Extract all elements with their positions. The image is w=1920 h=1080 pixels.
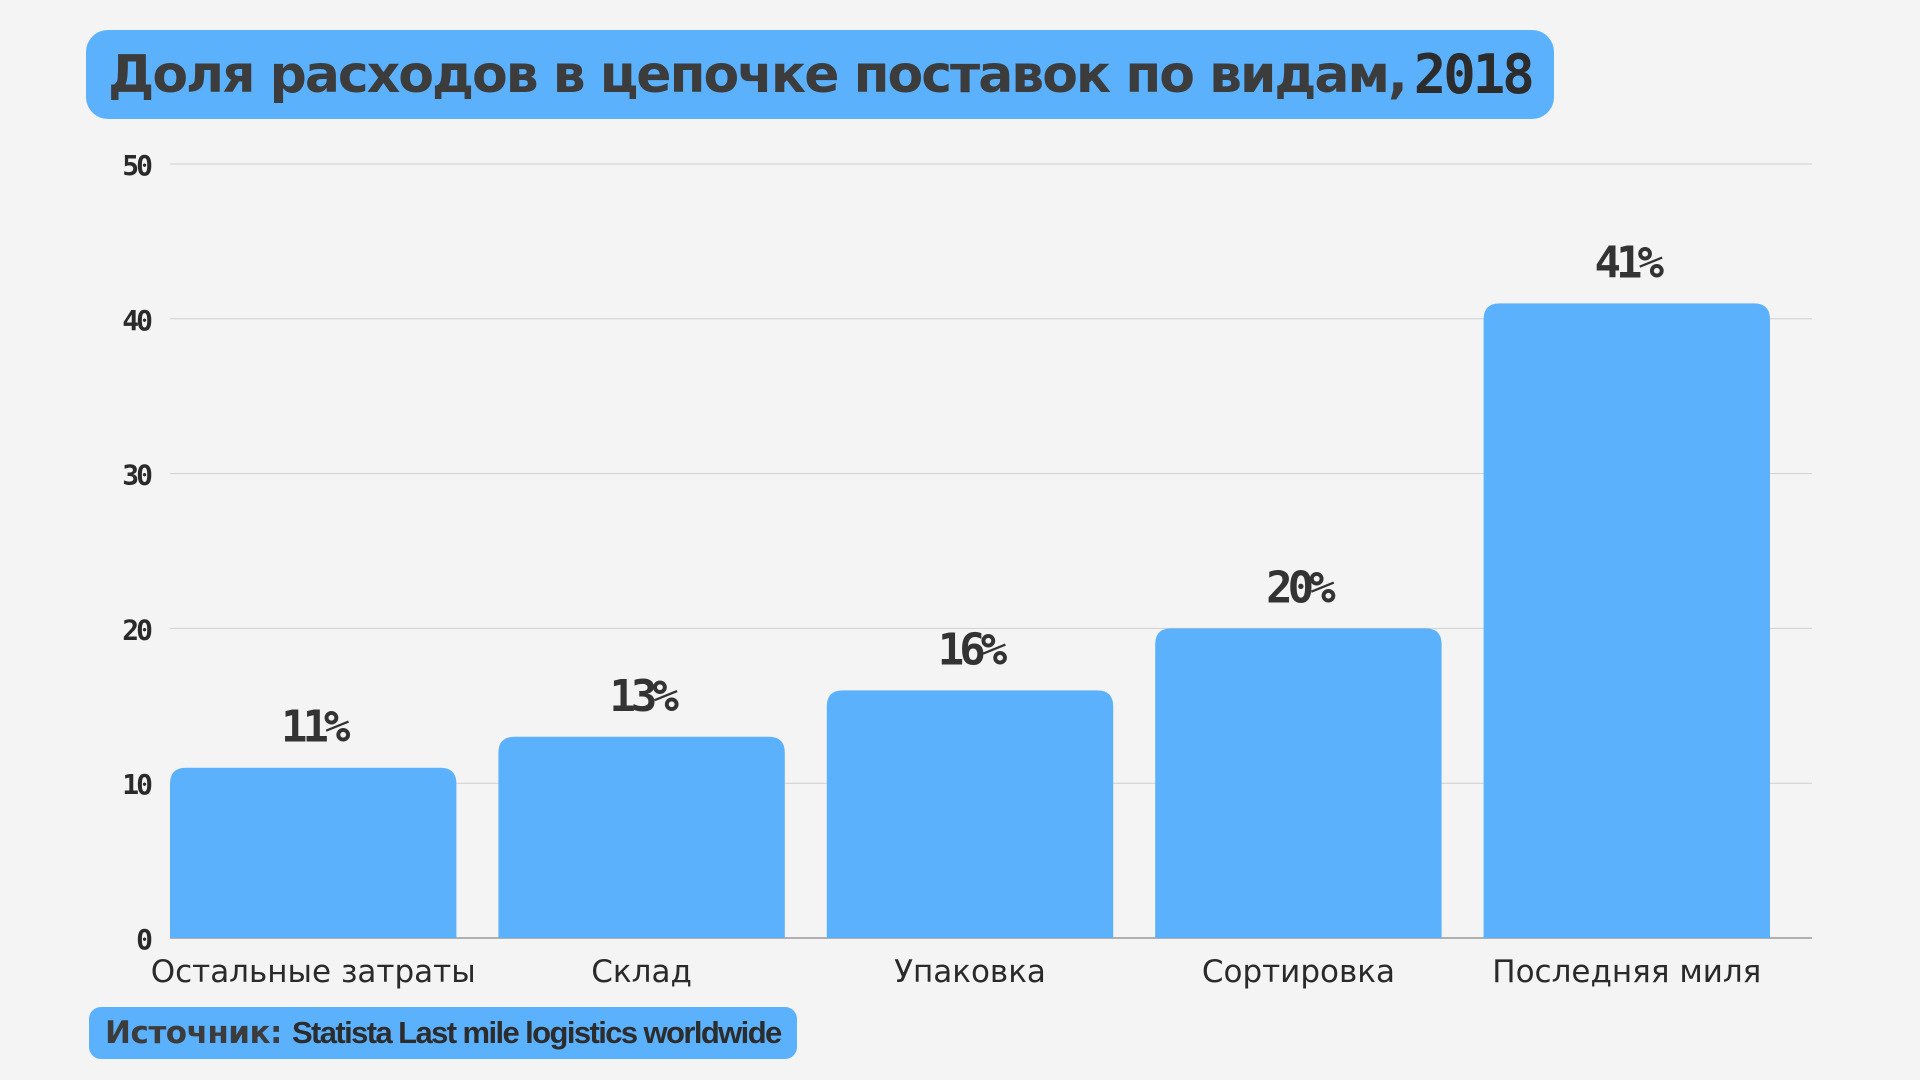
y-tick-label: 30 bbox=[122, 459, 152, 492]
category-label: Склад bbox=[591, 954, 692, 990]
data-label: 16% bbox=[938, 624, 1008, 675]
chart-title-year: 2018 bbox=[1413, 43, 1535, 106]
data-label: 11% bbox=[281, 702, 351, 753]
source-label: Источник: bbox=[105, 1015, 282, 1051]
source-note: Источник: Statista Last mile logistics w… bbox=[89, 1007, 797, 1059]
y-tick-label: 0 bbox=[136, 923, 152, 956]
bar bbox=[826, 690, 1114, 938]
bar bbox=[1483, 303, 1770, 938]
data-labels: 11% 13% 16% 20% 41% bbox=[281, 237, 1670, 753]
data-label: 41% bbox=[1595, 237, 1665, 288]
data-label: 20% bbox=[1266, 562, 1336, 613]
x-axis-categories: Остальные затраты Склад Упаковка Сортировка… bbox=[151, 954, 1762, 990]
y-tick-label: 50 bbox=[122, 149, 152, 182]
category-label: Последняя миля bbox=[1492, 954, 1761, 990]
chart-title-text: Доля расходов в цепочке поставок по вида… bbox=[108, 44, 1408, 105]
category-label: Остальные затраты bbox=[151, 954, 476, 990]
source-text: Statista Last mile logistics worldwide bbox=[291, 1015, 782, 1050]
category-label: Упаковка bbox=[894, 954, 1046, 990]
bars bbox=[170, 303, 1770, 938]
chart-title: Доля расходов в цепочке поставок по вида… bbox=[86, 30, 1554, 119]
bar bbox=[170, 767, 457, 938]
y-tick-label: 40 bbox=[122, 304, 152, 337]
y-tick-label: 20 bbox=[122, 613, 152, 646]
bar bbox=[498, 736, 785, 938]
data-label: 13% bbox=[609, 671, 679, 722]
y-axis-ticks: 0 10 20 30 40 50 bbox=[122, 149, 155, 956]
bar bbox=[1155, 628, 1442, 938]
category-label: Сортировка bbox=[1202, 954, 1395, 990]
y-tick-label: 10 bbox=[122, 768, 152, 801]
